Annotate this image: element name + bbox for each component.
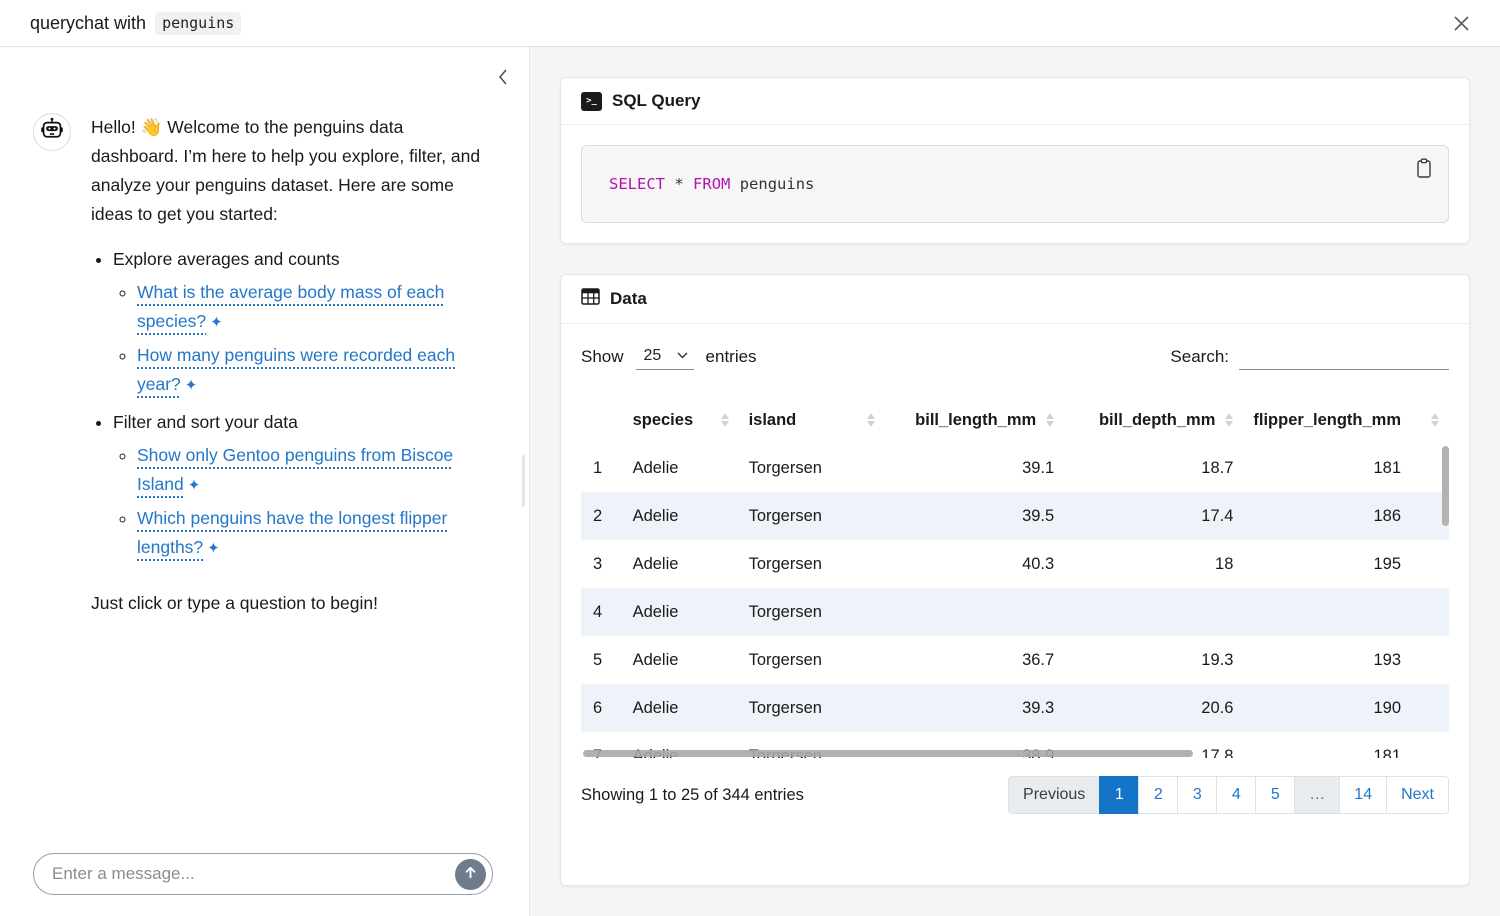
penguins-table: species island bill_length_mm bbox=[581, 396, 1449, 758]
chat-message: Hello! 👋 Welcome to the penguins data da… bbox=[0, 47, 529, 618]
search-control: Search: bbox=[1170, 344, 1449, 370]
main-content: >_ SQL Query SELECT * FROM penguins bbox=[530, 47, 1500, 916]
closing-text: Just click or type a question to begin! bbox=[91, 593, 378, 613]
suggestion-link-longest-flippers[interactable]: Which penguins have the longest flipper … bbox=[137, 508, 448, 557]
page-length-control: Show 25 entries bbox=[581, 344, 757, 370]
table-footer: Showing 1 to 25 of 344 entries Previous … bbox=[581, 776, 1449, 814]
pagination-page-14[interactable]: 14 bbox=[1339, 776, 1388, 814]
column-header-island[interactable]: island bbox=[739, 396, 885, 444]
dataset-name-chip: penguins bbox=[155, 11, 242, 35]
sparkle-icon: ✦ bbox=[184, 377, 198, 394]
table-viewport: species island bill_length_mm bbox=[581, 396, 1449, 758]
terminal-icon: >_ bbox=[581, 91, 602, 111]
page-title: querychat with penguins bbox=[30, 11, 242, 35]
chat-input-container bbox=[33, 853, 493, 895]
table-row: 3 Adelie Torgersen 40.3 18 195 bbox=[593, 554, 1401, 573]
table-row: 2 Adelie Torgersen 39.5 17.4 186 bbox=[581, 492, 1449, 540]
pagination: Previous 1 2 3 4 5 … 14 Next bbox=[1008, 776, 1449, 814]
top-navbar: querychat with penguins bbox=[0, 0, 1500, 47]
table-controls: Show 25 entries Search: bbox=[581, 344, 1449, 370]
search-label: Search: bbox=[1170, 347, 1229, 366]
table-icon bbox=[581, 288, 600, 310]
section-label: Filter and sort your data bbox=[113, 412, 298, 432]
suggestion-section: Explore averages and counts What is the … bbox=[113, 245, 491, 400]
assistant-message-body: Hello! 👋 Welcome to the penguins data da… bbox=[91, 113, 491, 618]
sort-icon bbox=[1225, 413, 1234, 427]
pagination-previous-button[interactable]: Previous bbox=[1008, 776, 1101, 814]
data-card-body: Show 25 entries Search: bbox=[561, 324, 1469, 885]
table-row: 6 Adelie Torgersen 39.3 20.6 190 bbox=[581, 684, 1449, 732]
sparkle-icon: ✦ bbox=[207, 540, 220, 557]
pagination-ellipsis: … bbox=[1294, 776, 1341, 814]
table-row: 5 Adelie Torgersen 36.7 19.3 193 bbox=[593, 650, 1401, 669]
column-header-bill-length[interactable]: bill_length_mm bbox=[885, 396, 1065, 444]
sparkle-icon: ✦ bbox=[187, 477, 201, 494]
data-card-title: Data bbox=[610, 289, 647, 308]
chevron-left-icon bbox=[497, 69, 509, 89]
sort-icon bbox=[1431, 413, 1439, 427]
sql-query-card: >_ SQL Query SELECT * FROM penguins bbox=[560, 77, 1470, 244]
entries-label: entries bbox=[705, 347, 757, 366]
sort-icon bbox=[1046, 413, 1055, 427]
rownum-header bbox=[581, 396, 623, 444]
pagination-page-5[interactable]: 5 bbox=[1255, 776, 1296, 814]
column-header-species[interactable]: species bbox=[623, 396, 739, 444]
sql-card-header: >_ SQL Query bbox=[561, 78, 1469, 125]
sql-keyword: FROM bbox=[693, 175, 731, 193]
sql-table-name: penguins bbox=[739, 175, 815, 193]
list-item: Which penguins have the longest flipper … bbox=[137, 504, 491, 563]
table-row: 1 Adelie Torgersen 39.1 18.7 181 bbox=[593, 458, 1401, 477]
pagination-page-4[interactable]: 4 bbox=[1216, 776, 1257, 814]
assistant-avatar bbox=[33, 113, 71, 151]
table-info: Showing 1 to 25 of 344 entries bbox=[581, 785, 804, 804]
search-input[interactable] bbox=[1239, 344, 1449, 370]
suggestion-link-gentoo-biscoe[interactable]: Show only Gentoo penguins from Biscoe Is… bbox=[137, 445, 454, 494]
sql-star: * bbox=[674, 175, 684, 193]
pagination-page-3[interactable]: 3 bbox=[1177, 776, 1218, 814]
page-length-select[interactable]: 25 bbox=[637, 344, 692, 366]
sidebar-scrollbar[interactable] bbox=[522, 455, 525, 507]
chat-message-input[interactable] bbox=[52, 864, 455, 884]
section-label: Explore averages and counts bbox=[113, 249, 340, 269]
vertical-scrollbar[interactable] bbox=[1442, 446, 1449, 526]
list-item: How many penguins were recorded each yea… bbox=[137, 341, 491, 400]
page-title-text: querychat with bbox=[30, 12, 147, 33]
sort-icon bbox=[720, 413, 729, 427]
robot-icon bbox=[39, 117, 65, 148]
sql-card-body: SELECT * FROM penguins bbox=[561, 125, 1469, 243]
list-item: Show only Gentoo penguins from Biscoe Is… bbox=[137, 441, 491, 500]
page-length-select-wrap: 25 bbox=[635, 344, 694, 370]
horizontal-scrollbar[interactable] bbox=[583, 750, 1193, 757]
suggestion-list: Explore averages and counts What is the … bbox=[91, 245, 491, 563]
greeting-text: Hello! 👋 Welcome to the penguins data da… bbox=[91, 117, 481, 224]
table-row: 4 Adelie Torgersen bbox=[581, 588, 1449, 636]
suggestion-link-count-per-year[interactable]: How many penguins were recorded each yea… bbox=[137, 345, 456, 394]
copy-button[interactable] bbox=[1413, 155, 1435, 181]
show-label: Show bbox=[581, 347, 624, 366]
sidebar-collapse-button[interactable] bbox=[493, 64, 513, 90]
table-header-row: species island bill_length_mm bbox=[581, 396, 1449, 444]
sql-code-block: SELECT * FROM penguins bbox=[581, 145, 1449, 223]
sql-keyword: SELECT bbox=[609, 175, 665, 193]
sql-card-title: SQL Query bbox=[612, 91, 701, 110]
pagination-next-button[interactable]: Next bbox=[1386, 776, 1449, 814]
data-card-header: Data bbox=[561, 275, 1469, 324]
close-icon bbox=[1451, 15, 1472, 37]
suggestion-section: Filter and sort your data Show only Gent… bbox=[113, 408, 491, 563]
chat-sidebar: Hello! 👋 Welcome to the penguins data da… bbox=[0, 47, 530, 916]
pagination-page-1[interactable]: 1 bbox=[1099, 776, 1140, 814]
list-item: What is the average body mass of each sp… bbox=[137, 278, 491, 337]
close-button[interactable] bbox=[1447, 9, 1476, 38]
send-arrow-icon bbox=[463, 865, 478, 883]
data-card: Data Show 25 entries bbox=[560, 274, 1470, 886]
sort-icon bbox=[866, 413, 875, 427]
column-header-flipper-length[interactable]: flipper_length_mm bbox=[1243, 396, 1449, 444]
clipboard-icon bbox=[1416, 158, 1432, 181]
column-header-bill-depth[interactable]: bill_depth_mm bbox=[1064, 396, 1243, 444]
sparkle-icon: ✦ bbox=[210, 314, 223, 331]
suggestion-link-avg-body-mass[interactable]: What is the average body mass of each sp… bbox=[137, 282, 445, 331]
send-button[interactable] bbox=[455, 858, 486, 890]
pagination-page-2[interactable]: 2 bbox=[1138, 776, 1179, 814]
